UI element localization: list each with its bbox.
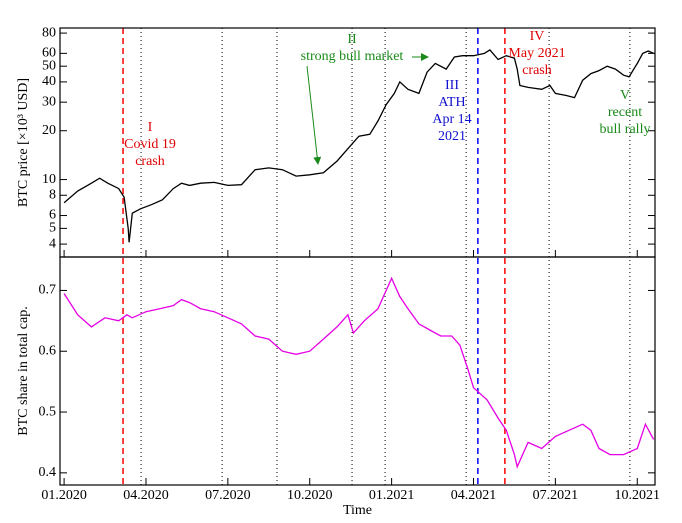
x-tick-label: 01.2020 [41, 488, 87, 503]
y-tick-label: 30 [42, 94, 56, 109]
y-tick-label: 60 [42, 46, 56, 61]
x-tick-label: 07.2021 [533, 488, 579, 503]
annotation-text: bull rally [600, 122, 651, 137]
annotation-text: crash [135, 154, 165, 169]
x-tick-label: 07.2020 [205, 488, 251, 503]
annotation-numeral: V [620, 88, 630, 103]
annotation-text: strong bull market [301, 49, 404, 64]
x-axis-label: Time [343, 503, 372, 518]
annotation-text: 2021 [438, 129, 466, 144]
y-tick-label: 4 [49, 236, 56, 251]
y-tick-label: 80 [42, 25, 56, 40]
annotation-text: recent [608, 105, 642, 120]
y-tick-label: 0.7 [39, 283, 57, 298]
y-tick-label: 0.5 [39, 404, 57, 419]
annotation-text: crash [522, 63, 552, 78]
x-tick-label: 04.2021 [451, 488, 497, 503]
annotation-numeral: IV [530, 29, 545, 44]
annotation-text: Covid 19 [124, 137, 176, 152]
x-tick-label: 01.2021 [369, 488, 415, 503]
data-line [63, 276, 655, 469]
data-line [63, 49, 654, 243]
annotation-numeral: II [347, 32, 357, 47]
x-tick-label: 10.2021 [615, 488, 661, 503]
annotation-numeral: III [445, 78, 459, 93]
y-tick-label: 40 [42, 74, 56, 89]
y-axis-label: BTC price [×10³ USD] [16, 78, 31, 207]
y-tick-label: 20 [42, 123, 56, 138]
y-tick-label: 0.4 [39, 465, 57, 480]
y-tick-label: 5 [49, 221, 56, 236]
plot-frame [59, 256, 656, 486]
y-tick-label: 0.6 [39, 343, 57, 358]
annotation-text: Apr 14 [432, 112, 471, 127]
x-tick-label: 04.2020 [123, 488, 169, 503]
x-tick-label: 10.2020 [287, 488, 333, 503]
y-tick-label: 8 [49, 187, 56, 202]
y-tick-label: 10 [42, 172, 56, 187]
arrow [306, 65, 322, 165]
annotation-text: May 2021 [508, 46, 565, 61]
y-tick-label: 6 [49, 208, 56, 223]
y-tick-label: 50 [42, 58, 56, 73]
y-axis-label: BTC share in total cap. [16, 306, 31, 435]
annotation-numeral: I [148, 120, 153, 135]
annotation-text: ATH [438, 95, 465, 110]
